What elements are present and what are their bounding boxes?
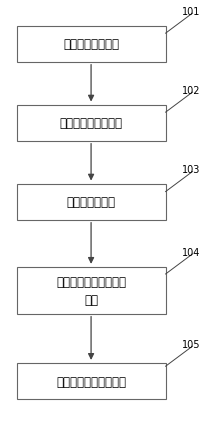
- Text: 102: 102: [181, 86, 200, 96]
- Text: 计算合理井底流动压力: 计算合理井底流动压力: [56, 375, 125, 388]
- Text: 101: 101: [181, 7, 200, 17]
- Bar: [16, 267, 165, 314]
- Text: 改进井筒液柱压力计算
方法: 改进井筒液柱压力计算 方法: [56, 275, 125, 306]
- Text: 105: 105: [181, 339, 200, 349]
- Bar: [16, 106, 165, 141]
- Text: 103: 103: [181, 165, 200, 175]
- Bar: [16, 363, 165, 400]
- Text: 优化合理沉没度: 优化合理沉没度: [66, 196, 115, 209]
- Text: 计算抽油泵泵口压力: 计算抽油泵泵口压力: [59, 117, 122, 130]
- Bar: [16, 184, 165, 220]
- Text: 104: 104: [181, 247, 200, 257]
- Text: 收集油藏基本信息: 收集油藏基本信息: [63, 38, 118, 51]
- Bar: [16, 26, 165, 63]
